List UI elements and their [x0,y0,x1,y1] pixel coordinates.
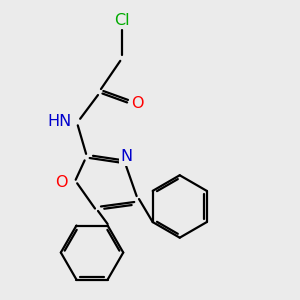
Text: Cl: Cl [114,13,130,28]
Text: O: O [55,175,68,190]
Text: O: O [131,96,143,111]
Text: N: N [120,149,132,164]
Text: HN: HN [48,114,72,129]
